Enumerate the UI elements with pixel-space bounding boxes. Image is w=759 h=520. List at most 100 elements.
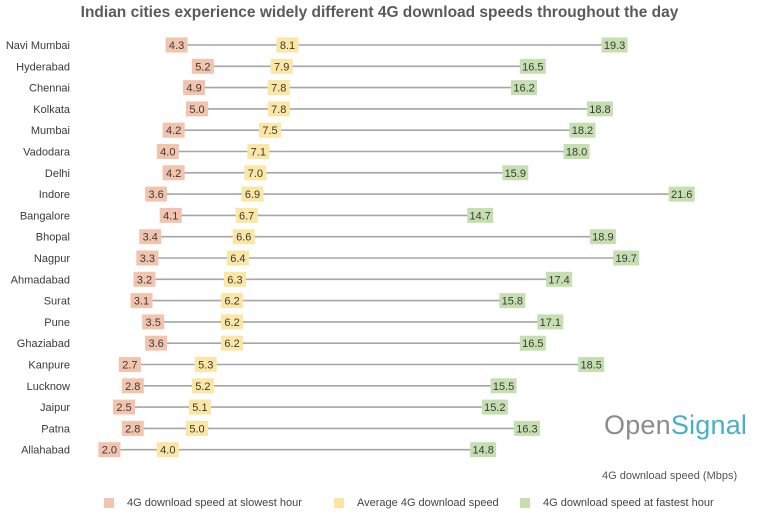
data-label-fastest: 19.7 — [616, 253, 637, 265]
data-label-average: 7.8 — [271, 104, 286, 116]
data-label-slowest: 5.2 — [195, 61, 210, 73]
data-label-average: 5.0 — [189, 423, 204, 435]
marker-fastest — [613, 250, 640, 266]
marker-slowest — [162, 165, 185, 181]
marker-slowest — [121, 378, 144, 394]
data-label-fastest: 17.1 — [540, 317, 561, 329]
data-label-fastest: 18.2 — [572, 125, 593, 137]
marker-average — [156, 442, 179, 458]
marker-average — [223, 271, 246, 287]
marker-average — [221, 314, 244, 330]
data-label-fastest: 18.9 — [592, 232, 613, 244]
marker-average — [270, 58, 293, 74]
category-label: Delhi — [45, 168, 70, 180]
data-label-slowest: 4.9 — [186, 83, 201, 95]
data-label-average: 5.1 — [192, 402, 207, 414]
marker-slowest — [165, 37, 188, 53]
data-label-slowest: 3.3 — [140, 253, 155, 265]
data-label-fastest: 15.5 — [493, 381, 514, 393]
legend-swatch-fastest — [520, 498, 530, 508]
data-label-fastest: 14.8 — [472, 445, 493, 457]
marker-slowest — [186, 101, 208, 117]
data-label-fastest: 16.5 — [522, 338, 543, 350]
data-label-fastest: 15.8 — [502, 296, 523, 308]
legend-swatch-average — [334, 498, 344, 508]
data-label-slowest: 3.2 — [137, 274, 152, 286]
data-label-average: 4.0 — [160, 445, 175, 457]
marker-slowest — [162, 122, 185, 138]
data-label-fastest: 21.6 — [671, 189, 692, 201]
data-label-average: 6.3 — [227, 274, 242, 286]
data-label-slowest: 3.6 — [148, 338, 163, 350]
data-label-fastest: 17.4 — [548, 274, 569, 286]
marker-fastest — [511, 80, 538, 96]
data-label-average: 6.2 — [224, 317, 239, 329]
marker-average — [259, 122, 281, 138]
data-label-fastest: 16.3 — [516, 423, 537, 435]
data-label-slowest: 2.5 — [116, 402, 131, 414]
marker-fastest — [481, 399, 508, 415]
data-label-average: 6.4 — [230, 253, 245, 265]
opensignal-logo: OpenSignal — [604, 410, 748, 440]
marker-average — [267, 80, 290, 96]
legend-label-slowest: 4G download speed at slowest hour — [127, 497, 302, 509]
data-label-slowest: 5.0 — [189, 104, 204, 116]
data-label-slowest: 2.8 — [125, 381, 140, 393]
marker-average — [194, 357, 217, 372]
marker-average — [244, 165, 267, 181]
marker-slowest — [191, 58, 214, 74]
legend-swatch-slowest — [104, 498, 114, 508]
data-label-fastest: 15.9 — [505, 168, 526, 180]
marker-fastest — [578, 357, 605, 372]
legend: 4G download speed at slowest hour Averag… — [0, 497, 759, 513]
marker-slowest — [136, 250, 159, 266]
category-label: Lucknow — [27, 381, 70, 393]
marker-average — [188, 399, 211, 415]
data-label-average: 8.1 — [280, 40, 295, 52]
data-label-average: 6.6 — [236, 232, 251, 244]
data-label-slowest: 2.8 — [125, 423, 140, 435]
marker-fastest — [569, 122, 596, 138]
category-label: Surat — [44, 296, 70, 308]
legend-item-slowest: 4G download speed at slowest hour — [104, 497, 302, 509]
data-label-average: 6.9 — [245, 189, 260, 201]
data-label-average: 6.7 — [239, 210, 254, 222]
marker-fastest — [668, 186, 695, 202]
marker-fastest — [513, 420, 540, 436]
marker-average — [226, 250, 249, 266]
category-label: Hyderabad — [16, 61, 70, 73]
marker-fastest — [490, 378, 517, 394]
marker-slowest — [121, 420, 144, 436]
data-label-slowest: 2.7 — [122, 360, 137, 372]
marker-fastest — [519, 58, 546, 74]
data-label-slowest: 3.1 — [134, 296, 149, 308]
category-label: Patna — [41, 423, 71, 435]
data-label-average: 7.9 — [274, 61, 289, 73]
marker-slowest — [139, 229, 162, 245]
data-label-fastest: 14.7 — [470, 210, 491, 222]
marker-average — [267, 101, 290, 117]
marker-average — [191, 378, 214, 394]
marker-fastest — [601, 37, 628, 53]
data-label-fastest: 18.5 — [580, 360, 601, 372]
category-label: Navi Mumbai — [6, 40, 70, 52]
marker-fastest — [470, 442, 497, 458]
data-label-fastest: 16.2 — [513, 83, 534, 95]
data-label-slowest: 3.5 — [146, 317, 161, 329]
marker-average — [247, 144, 270, 159]
data-label-slowest: 2.0 — [102, 445, 117, 457]
data-label-fastest: 18.8 — [589, 104, 610, 116]
marker-slowest — [142, 314, 165, 330]
marker-fastest — [499, 293, 526, 309]
marker-slowest — [159, 207, 182, 223]
data-label-average: 5.3 — [198, 360, 213, 372]
data-label-average: 7.0 — [248, 168, 263, 180]
category-label: Nagpur — [34, 253, 70, 265]
data-label-fastest: 18.0 — [566, 147, 587, 159]
marker-slowest — [113, 399, 135, 415]
category-label: Kolkata — [33, 104, 71, 116]
data-label-fastest: 15.2 — [484, 402, 505, 414]
data-label-slowest: 3.4 — [143, 232, 158, 244]
data-label-average: 5.2 — [195, 381, 210, 393]
marker-average — [186, 420, 208, 436]
